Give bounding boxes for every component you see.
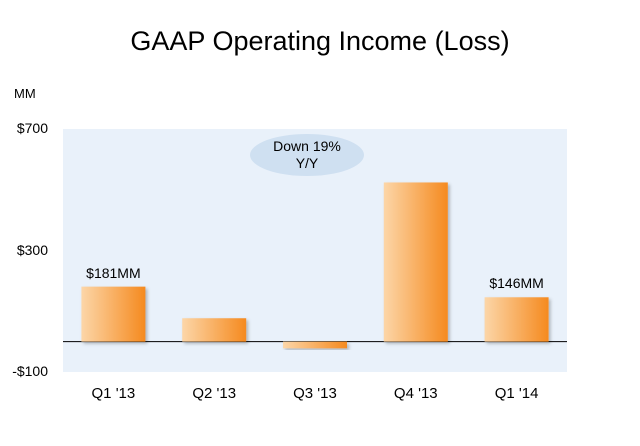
x-tick-label: Q1 '13 — [91, 385, 136, 402]
x-tick-label: Q2 '13 — [192, 385, 237, 402]
bar — [182, 318, 247, 342]
y-tick-label: -$100 — [12, 363, 48, 379]
data-label: $146MM — [489, 275, 544, 292]
annotation-line-2: Y/Y — [295, 155, 319, 171]
bar — [283, 341, 347, 349]
y-tick-label: $300 — [16, 241, 48, 258]
bar — [484, 297, 549, 342]
annotation-text: Down 19% Y/Y — [257, 138, 357, 172]
unit-label: MM — [14, 86, 36, 101]
x-tick-label: Q4 '13 — [393, 385, 438, 402]
annotation-line-1: Down 19% — [273, 138, 341, 154]
bar — [81, 286, 146, 342]
y-tick-label: $700 — [16, 120, 48, 136]
annotation-oval — [250, 134, 364, 176]
data-label: $181MM — [86, 264, 141, 281]
x-tick-label: Q3 '13 — [293, 385, 337, 402]
bar — [383, 182, 448, 342]
chart-title: GAAP Operating Income (Loss) — [130, 26, 510, 56]
x-tick-label: Q1 '14 — [494, 385, 539, 402]
